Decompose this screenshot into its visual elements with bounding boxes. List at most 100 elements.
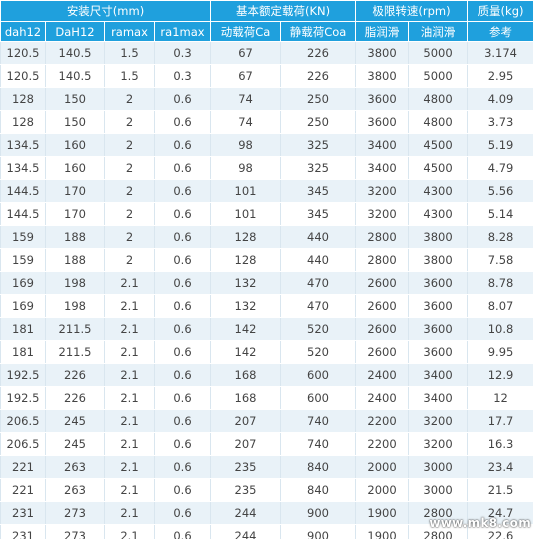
- table-row: 231 273 2.1 0.6 244 900 1900 2800 24.7: [0, 501, 533, 525]
- table-row: 231 273 2.1 0.6 244 900 1900 2800 22.6: [0, 524, 533, 539]
- table-cell: 128: [0, 87, 46, 111]
- table-cell: 0.6: [153, 225, 212, 249]
- table-cell: 325: [280, 133, 357, 157]
- table-cell: 192.5: [0, 386, 46, 410]
- table-row: 159 188 2 0.6 128 440 2800 3800 8.28: [0, 225, 533, 249]
- table-row: 221 263 2.1 0.6 235 840 2000 3000 21.5: [0, 478, 533, 502]
- table-cell: 2800: [355, 248, 410, 272]
- table-cell: 98: [210, 156, 282, 180]
- table-cell: 4.09: [467, 87, 533, 111]
- table-cell: 900: [280, 524, 357, 539]
- table-row: 134.5 160 2 0.6 98 325 3400 4500 4.79: [0, 156, 533, 180]
- table-cell: 5000: [408, 41, 469, 65]
- table-cell: 3600: [408, 294, 469, 318]
- table-row: 159 188 2 0.6 128 440 2800 3800 7.58: [0, 248, 533, 272]
- table-cell: 2600: [355, 271, 410, 295]
- table-cell: 170: [45, 202, 105, 226]
- table-header: 安装尺寸(mm) 基本额定载荷(KN) 极限转速(rpm) 质量(kg) dah…: [0, 0, 533, 42]
- table-cell: 1900: [355, 501, 410, 525]
- table-cell: 440: [280, 225, 357, 249]
- table-cell: 2.1: [104, 409, 155, 433]
- table-cell: 600: [280, 363, 357, 387]
- table-cell: 0.3: [153, 64, 212, 88]
- header-group-row: 安装尺寸(mm) 基本额定载荷(KN) 极限转速(rpm) 质量(kg): [0, 0, 533, 22]
- table-cell: 4800: [408, 87, 469, 111]
- table-cell: 8.78: [467, 271, 533, 295]
- table-cell: 8.07: [467, 294, 533, 318]
- table-cell: 181: [0, 340, 46, 364]
- header-column-row: dah12 DaH12 ramax ra1max 动载荷Ca 静载荷Coa 脂润…: [0, 21, 533, 42]
- table-cell: 2400: [355, 363, 410, 387]
- column-header-dynamic-load: 动载荷Ca: [210, 21, 282, 42]
- table-row: 181 211.5 2.1 0.6 142 520 2600 3600 9.95: [0, 340, 533, 364]
- table-cell: 98: [210, 133, 282, 157]
- table-cell: 0.6: [153, 524, 212, 539]
- table-cell: 345: [280, 202, 357, 226]
- table-cell: 2.1: [104, 501, 155, 525]
- group-header-mounting-dimensions: 安装尺寸(mm): [0, 0, 212, 22]
- table-cell: 5.19: [467, 133, 533, 157]
- table-cell: 144.5: [0, 179, 46, 203]
- table-cell: 16.3: [467, 432, 533, 456]
- table-cell: 2.1: [104, 386, 155, 410]
- table-cell: 181: [0, 317, 46, 341]
- table-cell: 226: [280, 64, 357, 88]
- table-cell: 3800: [355, 41, 410, 65]
- table-cell: 231: [0, 501, 46, 525]
- table-cell: 140.5: [45, 41, 105, 65]
- column-header-grease: 脂润滑: [355, 21, 410, 42]
- table-cell: 2.1: [104, 294, 155, 318]
- table-cell: 4300: [408, 202, 469, 226]
- table-cell: 345: [280, 179, 357, 203]
- table-cell: 142: [210, 317, 282, 341]
- table-cell: 0.6: [153, 248, 212, 272]
- table-cell: 211.5: [45, 317, 105, 341]
- table-cell: 0.6: [153, 432, 212, 456]
- table-cell: 198: [45, 271, 105, 295]
- table-cell: 0.6: [153, 179, 212, 203]
- table-cell: 206.5: [0, 409, 46, 433]
- table-cell: 2800: [355, 225, 410, 249]
- table-cell: 3.174: [467, 41, 533, 65]
- table-cell: 273: [45, 524, 105, 539]
- table-cell: 0.6: [153, 386, 212, 410]
- table-cell: 0.6: [153, 202, 212, 226]
- table-cell: 2: [104, 87, 155, 111]
- table-cell: 3800: [355, 64, 410, 88]
- table-cell: 2600: [355, 340, 410, 364]
- table-cell: 2000: [355, 455, 410, 479]
- table-cell: 8.28: [467, 225, 533, 249]
- table-cell: 3400: [408, 386, 469, 410]
- table-cell: 2: [104, 179, 155, 203]
- table-cell: 2400: [355, 386, 410, 410]
- column-header-ramax: ramax: [104, 21, 155, 42]
- table-row: 192.5 226 2.1 0.6 168 600 2400 3400 12: [0, 386, 533, 410]
- table-cell: 3200: [408, 432, 469, 456]
- table-cell: 2.1: [104, 455, 155, 479]
- table-cell: 170: [45, 179, 105, 203]
- table-cell: 188: [45, 225, 105, 249]
- table-cell: 470: [280, 271, 357, 295]
- table-cell: 250: [280, 87, 357, 111]
- table-cell: 3400: [408, 363, 469, 387]
- table-cell: 0.6: [153, 363, 212, 387]
- table-cell: 0.6: [153, 501, 212, 525]
- table-row: 221 263 2.1 0.6 235 840 2000 3000 23.4: [0, 455, 533, 479]
- table-cell: 169: [0, 271, 46, 295]
- table-cell: 10.8: [467, 317, 533, 341]
- table-cell: 159: [0, 225, 46, 249]
- table-cell: 600: [280, 386, 357, 410]
- table-cell: 3600: [355, 87, 410, 111]
- table-row: 144.5 170 2 0.6 101 345 3200 4300 5.14: [0, 202, 533, 226]
- table-cell: 221: [0, 478, 46, 502]
- table-cell: 2800: [408, 524, 469, 539]
- table-cell: 128: [210, 248, 282, 272]
- table-cell: 245: [45, 432, 105, 456]
- table-cell: 2.1: [104, 524, 155, 539]
- table-cell: 0.3: [153, 41, 212, 65]
- table-cell: 0.6: [153, 110, 212, 134]
- table-cell: 4300: [408, 179, 469, 203]
- table-cell: 2800: [408, 501, 469, 525]
